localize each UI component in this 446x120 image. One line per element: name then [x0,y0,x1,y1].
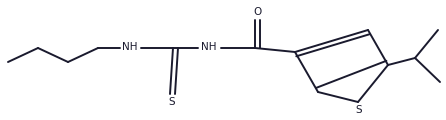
Text: NH: NH [201,42,217,52]
Text: O: O [253,7,261,17]
Text: S: S [356,105,362,115]
Text: NH: NH [122,42,138,52]
Text: S: S [169,97,175,107]
